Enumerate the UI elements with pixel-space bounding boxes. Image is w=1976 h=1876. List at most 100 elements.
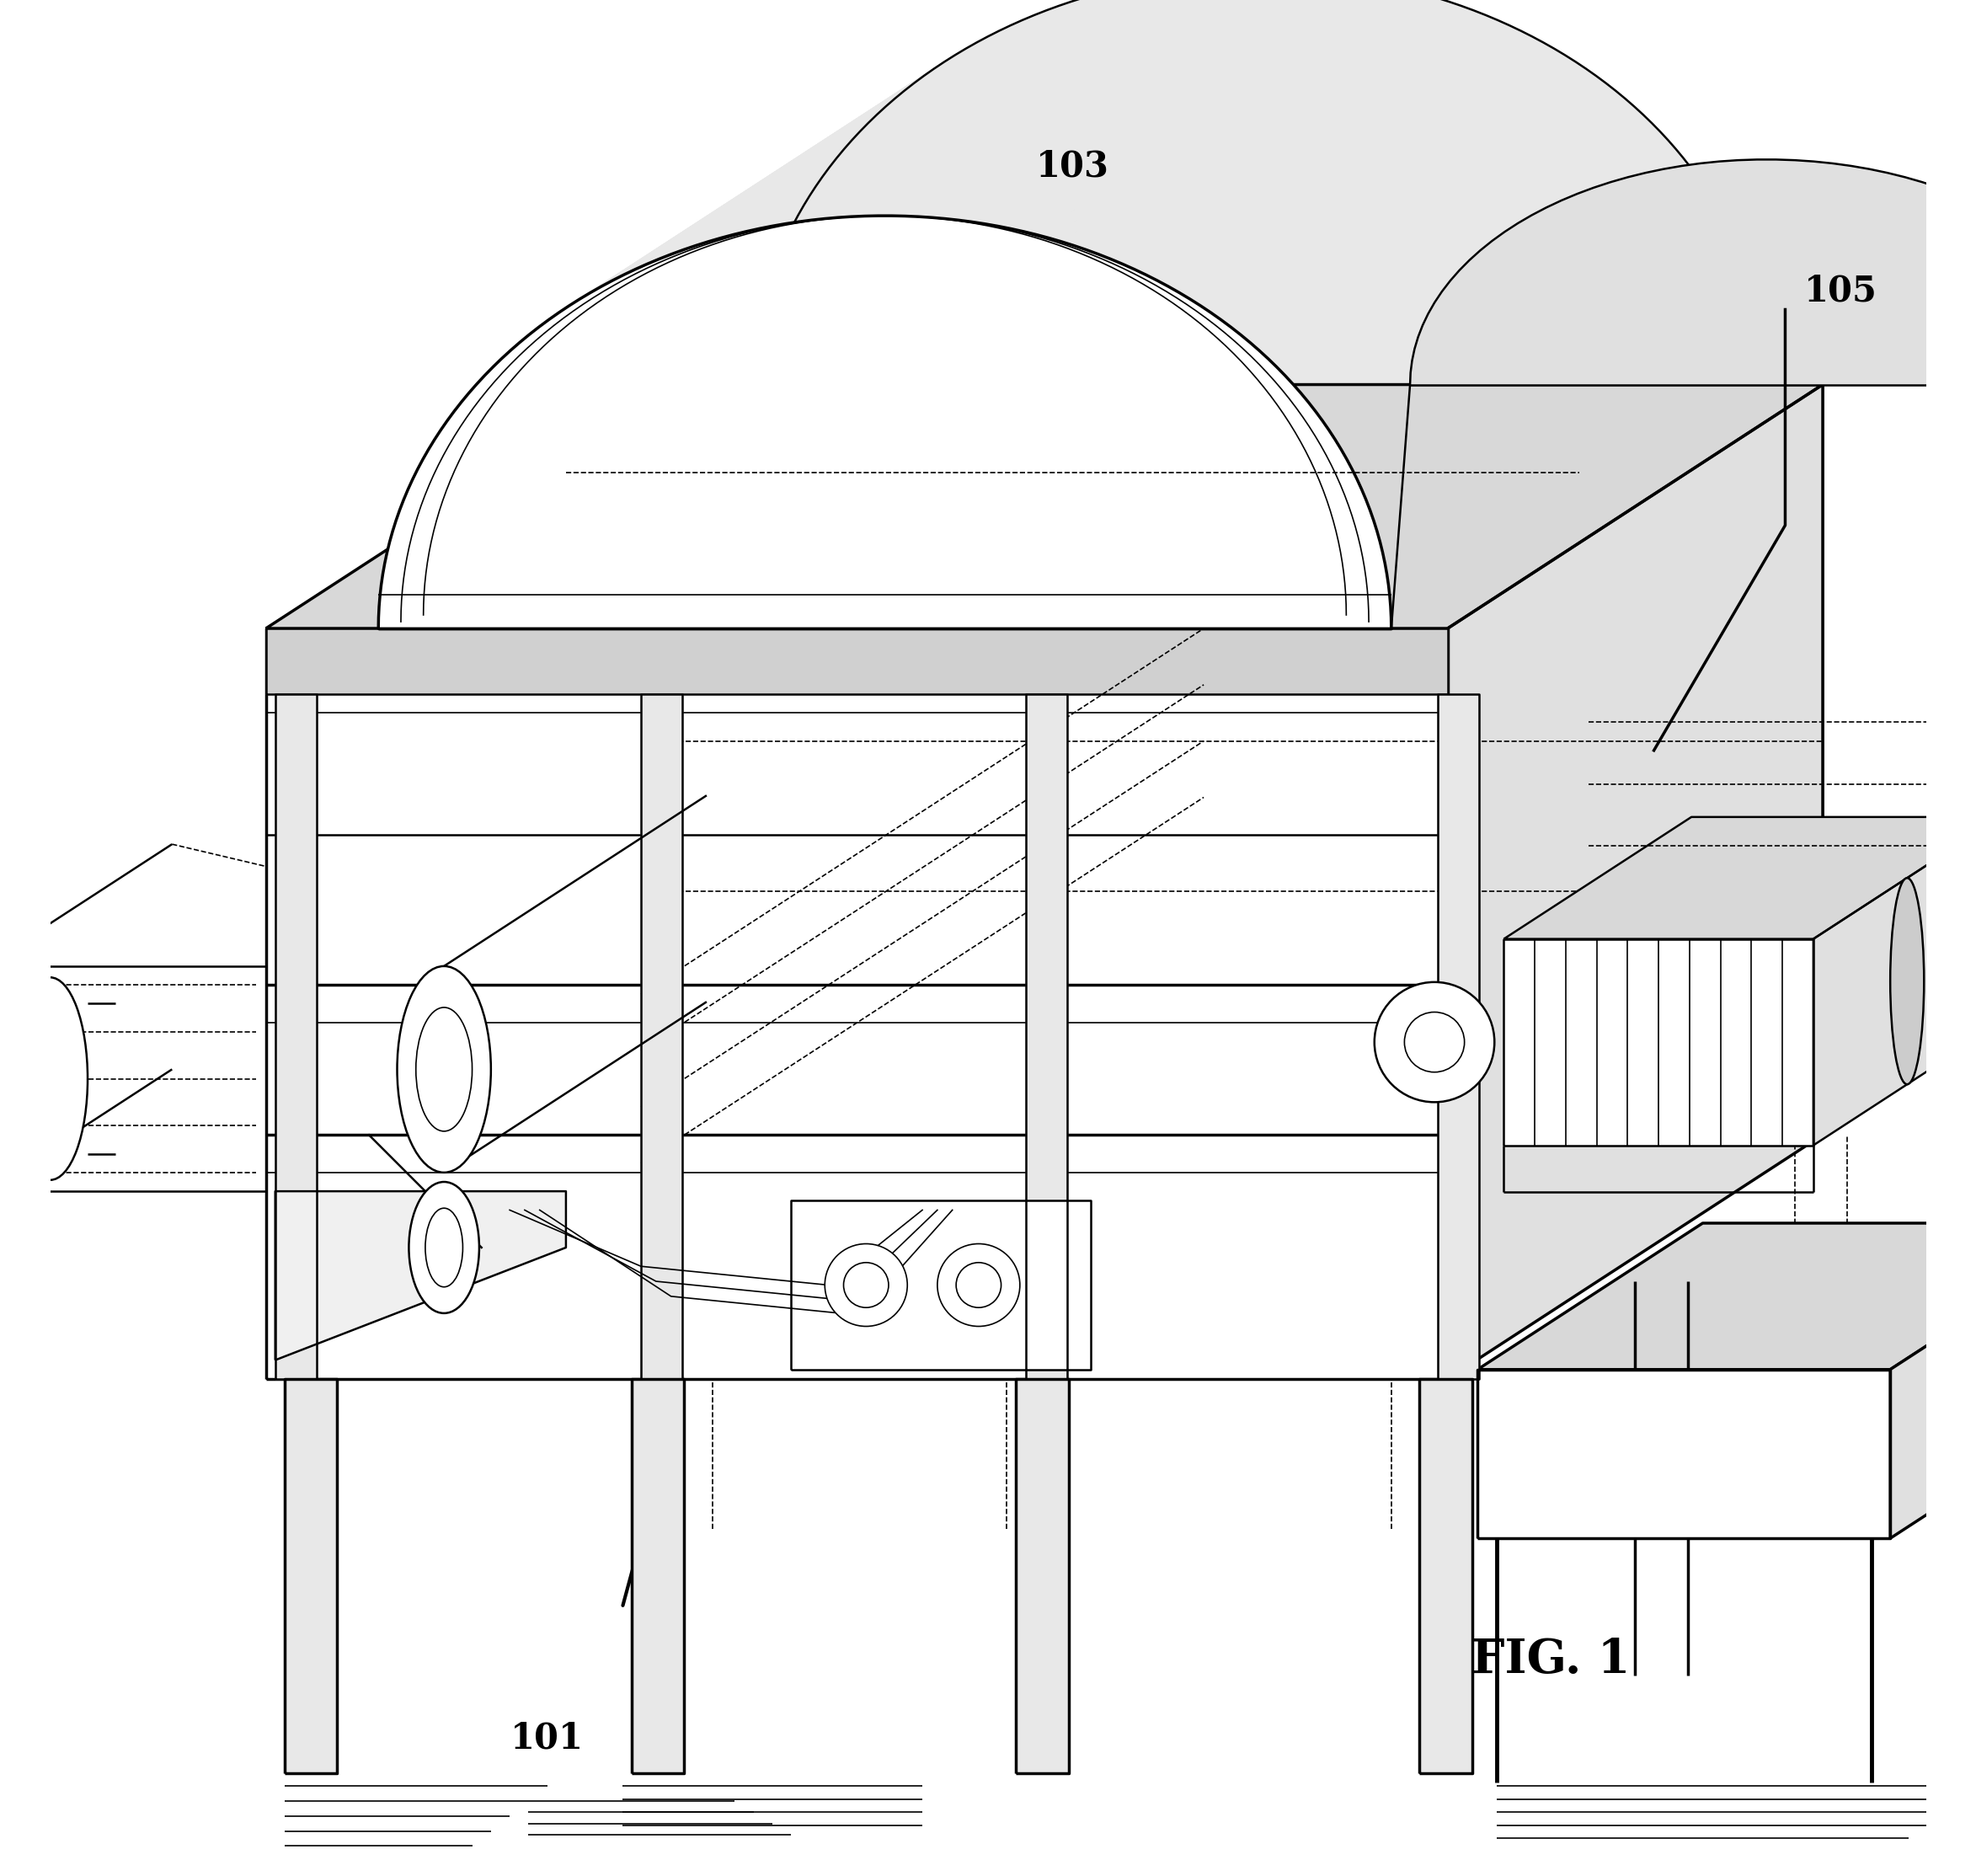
Polygon shape <box>393 278 771 531</box>
Polygon shape <box>417 216 798 469</box>
Polygon shape <box>1241 90 1624 343</box>
Polygon shape <box>399 255 779 510</box>
Polygon shape <box>1352 225 1733 480</box>
Polygon shape <box>824 0 1213 219</box>
Polygon shape <box>591 43 976 293</box>
Polygon shape <box>1385 319 1763 574</box>
Polygon shape <box>530 83 913 334</box>
Polygon shape <box>387 298 765 553</box>
Polygon shape <box>624 26 1010 274</box>
Polygon shape <box>660 11 1045 259</box>
Polygon shape <box>648 15 1033 265</box>
Polygon shape <box>1358 236 1737 490</box>
Polygon shape <box>1016 1379 1069 1773</box>
Polygon shape <box>454 158 836 411</box>
Ellipse shape <box>1891 878 1925 1084</box>
Text: 103: 103 <box>1035 148 1109 184</box>
Polygon shape <box>998 0 1385 229</box>
Circle shape <box>824 1244 907 1326</box>
Ellipse shape <box>397 966 490 1172</box>
Polygon shape <box>1099 11 1486 259</box>
Polygon shape <box>1814 818 1976 1144</box>
Polygon shape <box>1389 341 1765 597</box>
Polygon shape <box>407 236 788 490</box>
Polygon shape <box>423 206 804 460</box>
Polygon shape <box>636 21 1022 270</box>
Polygon shape <box>484 124 867 375</box>
Polygon shape <box>790 1201 1091 1369</box>
Polygon shape <box>1478 1223 1976 1369</box>
Polygon shape <box>447 167 830 420</box>
Polygon shape <box>1026 694 1067 1379</box>
Polygon shape <box>1361 246 1741 499</box>
Polygon shape <box>1180 49 1565 298</box>
Polygon shape <box>1211 69 1597 319</box>
Polygon shape <box>684 2 1071 250</box>
Polygon shape <box>1379 298 1759 553</box>
Polygon shape <box>462 148 844 401</box>
Polygon shape <box>1504 818 1976 938</box>
Polygon shape <box>267 628 1448 1379</box>
Polygon shape <box>696 0 1083 246</box>
Polygon shape <box>377 216 1391 628</box>
Polygon shape <box>468 141 852 392</box>
Polygon shape <box>747 0 1134 231</box>
Polygon shape <box>379 362 755 617</box>
Polygon shape <box>267 628 1448 694</box>
Polygon shape <box>905 0 1294 216</box>
Polygon shape <box>549 69 935 319</box>
Polygon shape <box>958 0 1346 221</box>
Polygon shape <box>1448 385 1822 1379</box>
Polygon shape <box>945 0 1334 219</box>
Polygon shape <box>413 225 792 480</box>
Polygon shape <box>1231 83 1616 334</box>
Polygon shape <box>721 0 1109 238</box>
Polygon shape <box>429 195 810 450</box>
Polygon shape <box>1122 21 1510 270</box>
Polygon shape <box>1158 36 1543 287</box>
Polygon shape <box>784 0 1174 223</box>
Polygon shape <box>707 0 1097 242</box>
Polygon shape <box>1391 373 1767 628</box>
Polygon shape <box>1049 0 1437 242</box>
Polygon shape <box>1419 1379 1472 1773</box>
Polygon shape <box>1010 0 1399 231</box>
Polygon shape <box>919 0 1306 218</box>
Polygon shape <box>931 0 1320 219</box>
Polygon shape <box>972 0 1359 223</box>
Polygon shape <box>1439 694 1480 1379</box>
Polygon shape <box>494 114 877 368</box>
Polygon shape <box>435 186 816 439</box>
Text: FIG. 1: FIG. 1 <box>1472 1638 1630 1683</box>
Polygon shape <box>1373 278 1753 531</box>
Polygon shape <box>1087 6 1474 255</box>
Ellipse shape <box>12 977 87 1180</box>
Polygon shape <box>559 62 945 313</box>
Polygon shape <box>1168 43 1555 293</box>
Polygon shape <box>377 373 753 628</box>
Polygon shape <box>1504 938 1814 1144</box>
Polygon shape <box>1387 330 1765 585</box>
Polygon shape <box>579 49 966 298</box>
Polygon shape <box>1259 107 1644 358</box>
Polygon shape <box>1377 287 1755 542</box>
Polygon shape <box>672 6 1059 255</box>
Polygon shape <box>1316 167 1697 420</box>
Polygon shape <box>1201 62 1587 313</box>
Polygon shape <box>1308 158 1691 411</box>
Polygon shape <box>1391 362 1767 617</box>
Polygon shape <box>1251 99 1634 351</box>
Polygon shape <box>601 36 988 287</box>
Polygon shape <box>539 75 923 326</box>
Polygon shape <box>383 319 761 574</box>
Polygon shape <box>798 0 1188 221</box>
Polygon shape <box>502 107 885 358</box>
Polygon shape <box>1035 0 1425 238</box>
Circle shape <box>1375 983 1494 1103</box>
Polygon shape <box>759 0 1148 229</box>
Polygon shape <box>1269 114 1652 368</box>
Text: 105: 105 <box>1804 274 1877 308</box>
Polygon shape <box>1348 216 1727 469</box>
Polygon shape <box>640 385 1822 1135</box>
Polygon shape <box>476 131 860 385</box>
